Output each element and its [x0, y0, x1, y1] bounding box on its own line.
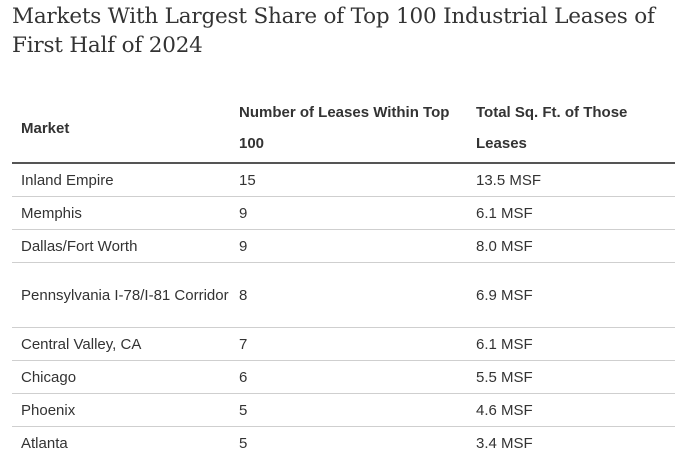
- header-market: Market: [12, 94, 230, 164]
- header-sqft: Total Sq. Ft. of Those Leases: [467, 94, 675, 164]
- cell-market: Chicago: [12, 360, 230, 394]
- cell-sqft: 6.1 MSF: [467, 196, 675, 230]
- cell-leases: 9: [230, 229, 467, 263]
- cell-market: Dallas/Fort Worth: [12, 229, 230, 263]
- cell-leases: 5: [239, 434, 248, 452]
- cell-sqft: 5.5 MSF: [467, 360, 675, 394]
- cell-leases: 5: [230, 393, 467, 427]
- table-row: Phoenix 5 4.6 MSF: [12, 393, 675, 427]
- table-row: Central Valley, CA 7 6.1 MSF: [12, 327, 675, 361]
- header-leases: Number of Leases Within Top 100: [230, 94, 467, 164]
- table-title: Markets With Largest Share of Top 100 In…: [12, 4, 655, 58]
- table-header: Market Number of Leases Within Top 100 T…: [12, 94, 675, 164]
- cell-market: Phoenix: [12, 393, 230, 427]
- cell-sqft: 4.6 MSF: [467, 393, 675, 427]
- cell-sqft: 13.5 MSF: [467, 163, 675, 197]
- cell-leases: 7: [230, 327, 467, 361]
- cell-leases: 15: [230, 163, 467, 197]
- table-row: Pennsylvania I-78/I-81 Corridor 8 6.9 MS…: [12, 262, 675, 328]
- cell-leases: 8: [230, 262, 467, 328]
- cell-sqft: 3.4 MSF: [476, 434, 533, 452]
- cell-sqft: 8.0 MSF: [467, 229, 675, 263]
- cell-market: Atlanta: [21, 434, 68, 452]
- cell-leases: 6: [230, 360, 467, 394]
- header-row: Market Number of Leases Within Top 100 T…: [12, 94, 675, 164]
- cell-market: Inland Empire: [12, 163, 230, 197]
- leases-table: Market Number of Leases Within Top 100 T…: [12, 94, 675, 459]
- table-row: Dallas/Fort Worth 9 8.0 MSF: [12, 229, 675, 263]
- table-body: Inland Empire 15 13.5 MSF Memphis 9 6.1 …: [12, 163, 675, 459]
- cell-sqft: 6.1 MSF: [467, 327, 675, 361]
- table-row: Inland Empire 15 13.5 MSF: [12, 163, 675, 197]
- cell-market: Memphis: [12, 196, 230, 230]
- table-row: Chicago 6 5.5 MSF: [12, 360, 675, 394]
- table-row: Memphis 9 6.1 MSF: [12, 196, 675, 230]
- cell-market: Central Valley, CA: [12, 327, 230, 361]
- table-row: Atlanta 5 3.4 MSF: [12, 427, 675, 460]
- cell-market: Pennsylvania I-78/I-81 Corridor: [12, 262, 230, 328]
- cell-sqft: 6.9 MSF: [467, 262, 675, 328]
- cell-leases: 9: [230, 196, 467, 230]
